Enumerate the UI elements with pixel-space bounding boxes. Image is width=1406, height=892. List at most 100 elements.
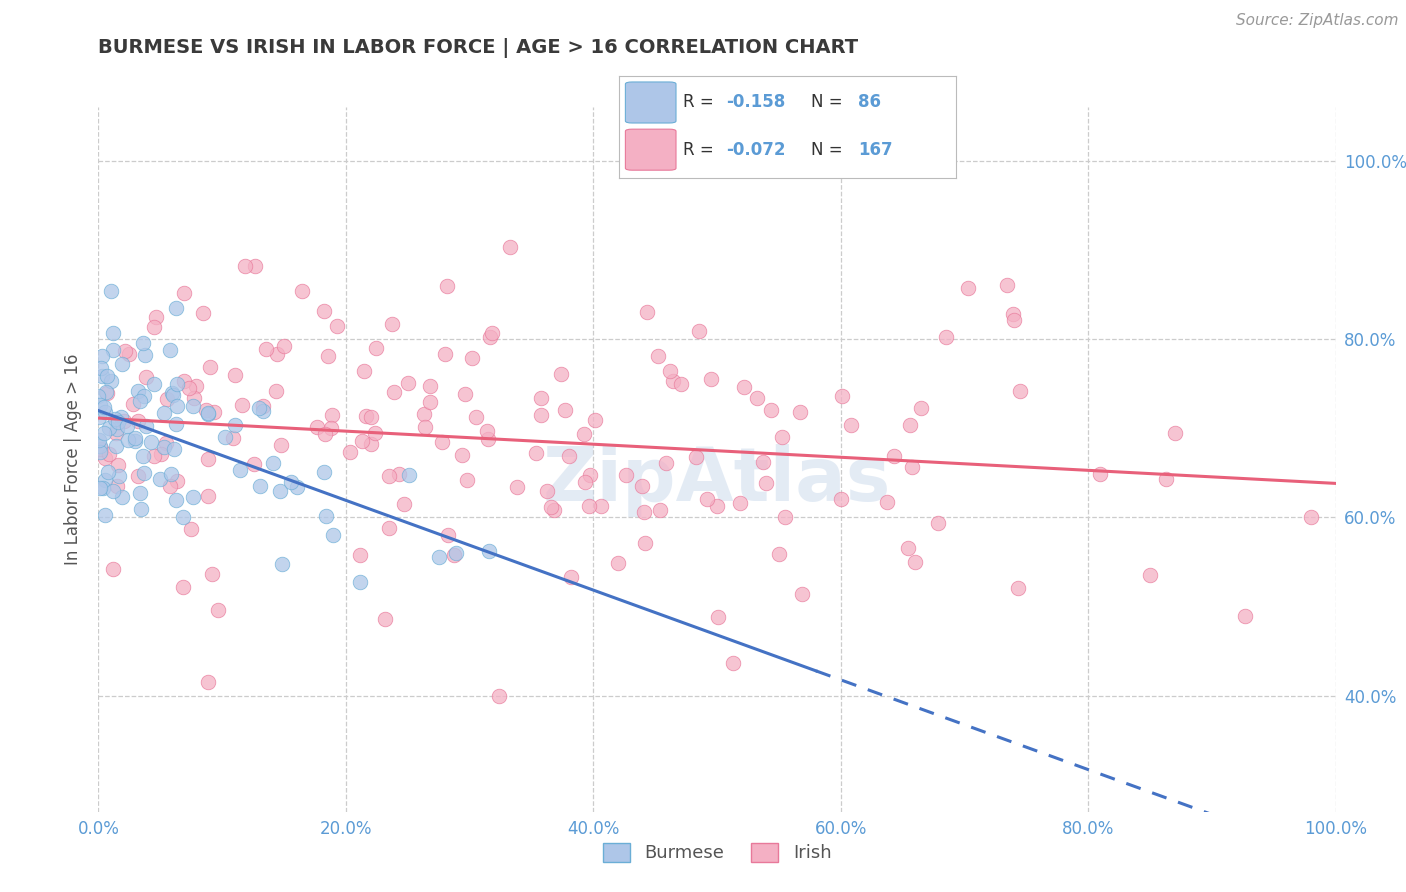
Point: [173, 374, 195, 388]
Point: [589, 500, 612, 514]
Point: [110, 409, 132, 424]
Point: [231, 398, 253, 412]
Point: [127, 384, 149, 398]
Point: [90, 442, 112, 456]
Point: [475, 424, 498, 438]
Point: [173, 285, 195, 300]
Point: [374, 612, 396, 626]
Point: [398, 467, 420, 482]
Point: [96, 386, 118, 401]
Point: [101, 483, 124, 498]
Point: [108, 469, 131, 483]
Point: [134, 389, 156, 403]
Point: [453, 387, 475, 401]
Point: [124, 434, 146, 449]
Point: [790, 587, 813, 601]
Point: [181, 399, 204, 413]
Point: [89, 398, 111, 412]
Point: [430, 434, 453, 449]
Point: [245, 260, 267, 274]
Point: [456, 473, 478, 487]
Point: [910, 401, 932, 416]
Point: [321, 408, 343, 422]
Point: [498, 240, 520, 254]
Point: [1002, 307, 1025, 321]
Point: [105, 425, 128, 440]
Point: [578, 499, 600, 513]
Point: [876, 494, 898, 508]
Point: [339, 445, 361, 459]
Point: [326, 319, 349, 334]
Point: [229, 463, 252, 477]
Point: [207, 603, 229, 617]
Point: [477, 432, 499, 446]
Point: [378, 469, 401, 483]
Point: [364, 341, 387, 355]
Point: [768, 547, 790, 561]
Text: R =: R =: [683, 94, 718, 112]
Point: [94, 384, 117, 399]
Point: [105, 421, 128, 435]
Point: [830, 492, 852, 507]
Point: [179, 381, 201, 395]
Point: [364, 426, 387, 441]
Point: [155, 435, 177, 450]
Point: [262, 456, 284, 470]
Point: [135, 419, 157, 434]
Point: [197, 452, 219, 467]
Point: [172, 509, 194, 524]
Point: [378, 521, 401, 535]
Point: [450, 448, 472, 462]
Point: [733, 380, 755, 394]
Point: [111, 491, 134, 505]
Point: [349, 549, 371, 563]
Point: [360, 409, 382, 424]
Point: [728, 496, 751, 510]
Point: [160, 386, 183, 401]
Point: [839, 418, 862, 433]
Point: [115, 419, 138, 434]
Point: [550, 368, 572, 382]
Point: [560, 569, 582, 583]
Point: [134, 348, 156, 362]
Point: [135, 369, 157, 384]
Point: [145, 310, 167, 324]
Point: [132, 467, 155, 481]
Point: [634, 536, 657, 550]
Legend: Burmese, Irish: Burmese, Irish: [596, 836, 838, 870]
Point: [506, 480, 529, 494]
Point: [103, 412, 125, 426]
Point: [607, 556, 630, 570]
Point: [315, 508, 337, 523]
Point: [89, 445, 111, 459]
Point: [384, 385, 406, 400]
Point: [100, 284, 122, 298]
Point: [436, 528, 458, 542]
Point: [165, 417, 187, 432]
Point: [436, 279, 458, 293]
Point: [540, 500, 562, 514]
Point: [465, 409, 488, 424]
Point: [128, 394, 150, 409]
Point: [706, 610, 728, 624]
Point: [770, 430, 793, 444]
Point: [995, 278, 1018, 293]
Point: [381, 318, 404, 332]
Point: [659, 364, 682, 378]
Point: [1234, 608, 1257, 623]
Point: [898, 418, 921, 433]
Point: [350, 434, 373, 449]
Point: [214, 429, 236, 443]
Point: [831, 389, 853, 403]
Point: [162, 388, 184, 402]
Point: [413, 420, 436, 434]
Point: [94, 450, 117, 465]
Point: [477, 544, 499, 558]
Point: [114, 343, 136, 358]
Point: [143, 320, 166, 334]
Text: ZipAtlas: ZipAtlas: [543, 444, 891, 517]
Point: [91, 349, 114, 363]
Point: [194, 402, 217, 417]
Point: [699, 371, 721, 385]
Point: [197, 489, 219, 503]
